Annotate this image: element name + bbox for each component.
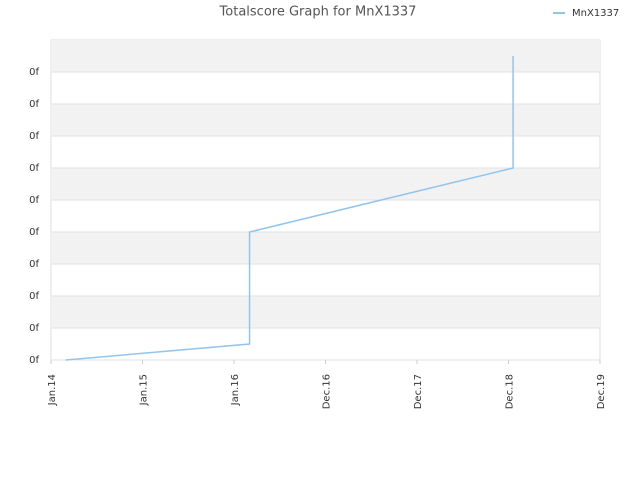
grid-band	[51, 232, 600, 264]
y-tick-label: 0f	[29, 355, 39, 366]
y-tick-label: 0f	[29, 227, 39, 238]
y-tick-label: 0f	[29, 259, 39, 270]
grid-band	[51, 104, 600, 136]
x-tick-label: Jan.14	[47, 374, 58, 406]
y-tick-label: 0f	[29, 131, 39, 142]
grid-band	[51, 296, 600, 328]
x-tick-label: Dec.17	[413, 374, 424, 409]
y-tick-label: 0f	[29, 291, 39, 302]
legend-label: MnX1337	[572, 8, 619, 19]
x-tick-label: Dec.18	[505, 374, 516, 409]
x-tick-label: Dec.19	[596, 374, 607, 409]
grid-band	[51, 40, 600, 72]
y-tick-label: 0f	[29, 99, 39, 110]
x-tick-label: Jan.15	[139, 374, 150, 406]
y-tick-label: 0f	[29, 323, 39, 334]
y-tick-label: 0f	[29, 67, 39, 78]
y-tick-label: 0f	[29, 195, 39, 206]
chart-title: Totalscore Graph for MnX1337	[219, 5, 417, 20]
y-tick-label: 0f	[29, 163, 39, 174]
data-line	[65, 56, 514, 361]
x-tick-label: Jan.16	[230, 374, 241, 406]
grid-band	[51, 168, 600, 200]
x-tick-label: Dec.16	[322, 374, 333, 409]
